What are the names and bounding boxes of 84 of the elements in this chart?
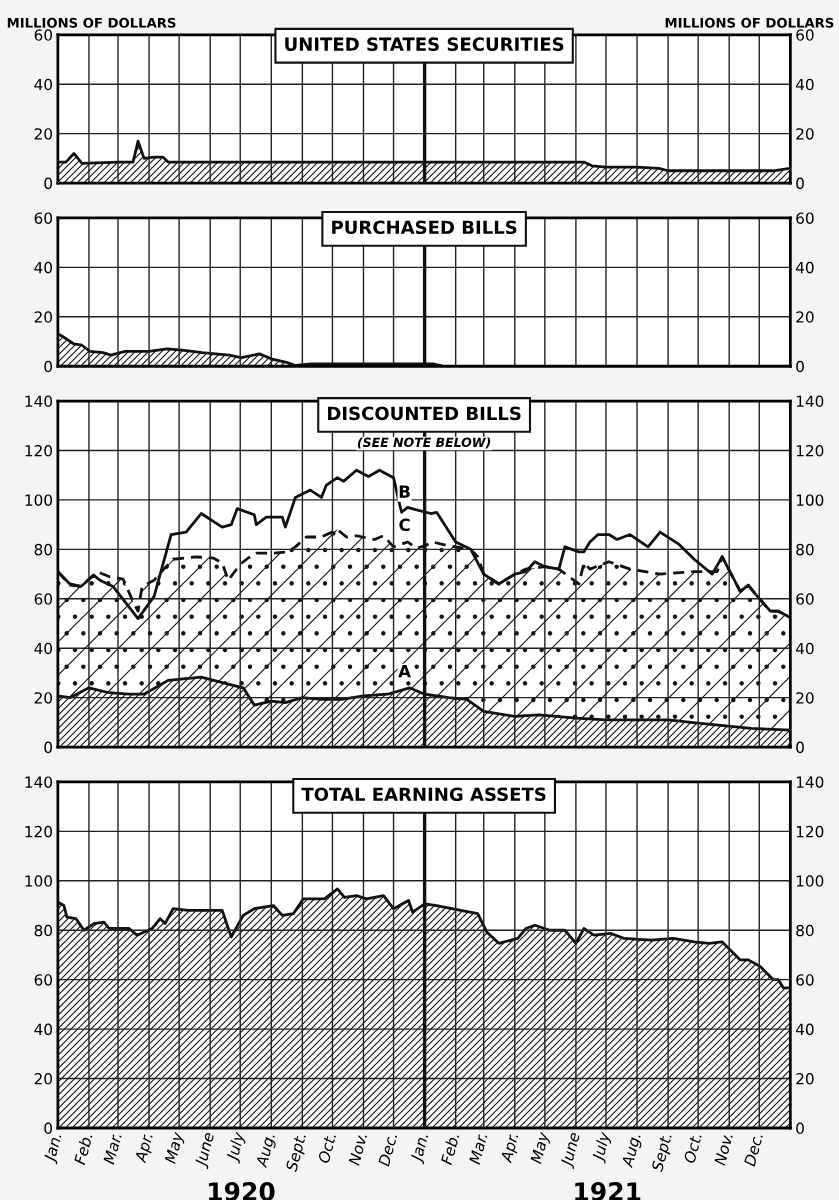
y2-tick-label: 40: [795, 1023, 814, 1036]
y-tick-label: 100: [25, 494, 53, 506]
y-tick-label: 140: [25, 395, 53, 408]
x-tick-label: June: [194, 1131, 218, 1170]
y2-tick-label: 0: [796, 360, 804, 373]
chart-title: TOTAL EARNING ASSETS: [301, 787, 546, 802]
y2-axis-title: MILLIONS OF DOLLARS: [665, 17, 834, 28]
y-tick-label: 0: [44, 360, 53, 373]
y2-tick-label: 0: [796, 1122, 804, 1135]
y2-tick-label: 60: [796, 29, 814, 41]
y2-tick-label: 20: [796, 1073, 814, 1085]
x-tick-label: Nov.: [713, 1133, 733, 1166]
chart-title: UNITED STATES SECURITIES: [285, 37, 564, 51]
x-tick-label: Jan.: [409, 1133, 432, 1165]
y2-tick-label: 20: [796, 692, 814, 704]
x-tick-label: May: [164, 1130, 187, 1165]
y-tick-label: 40: [34, 78, 53, 91]
y-tick-label: 40: [34, 1023, 53, 1036]
y-tick-label: 100: [25, 875, 53, 887]
y2-tick-label: 40: [795, 642, 814, 655]
x-tick-label: Aug.: [255, 1133, 278, 1170]
y2-tick-label: 100: [796, 494, 824, 506]
x-tick-label: Sept.: [285, 1132, 309, 1173]
y2-tick-label: 80: [796, 543, 814, 556]
y-tick-label: 20: [34, 1073, 53, 1085]
y2-tick-label: 140: [796, 395, 824, 408]
x-tick-label: Oct.: [317, 1132, 337, 1164]
x-tick-label: Apr.: [134, 1133, 156, 1165]
x-tick-label: Mar.: [103, 1133, 122, 1165]
y2-tick-label: 20: [796, 128, 814, 140]
y2-tick-label: 140: [796, 776, 824, 788]
text: 1921: [575, 1182, 641, 1200]
y-tick-label: 0: [44, 1122, 53, 1135]
x-tick-label: Sept.: [650, 1132, 675, 1173]
series-label: C: [399, 518, 410, 532]
y-tick-label: 120: [25, 444, 53, 457]
y-tick-label: 120: [25, 825, 53, 838]
x-tick-label: Jan.: [43, 1133, 65, 1165]
y-tick-label: 80: [34, 924, 53, 937]
x-tick-label: Feb.: [73, 1132, 93, 1166]
y2-tick-label: 100: [796, 875, 824, 887]
y2-tick-label: 0: [796, 177, 804, 190]
y2-tick-label: 40: [795, 78, 814, 91]
x-tick-label: Dec.: [378, 1133, 398, 1167]
y-tick-label: 40: [34, 261, 53, 274]
y-axis-title: MILLIONS OF DOLLARS: [7, 17, 176, 28]
y-tick-label: 20: [34, 692, 53, 704]
y-tick-label: 60: [34, 29, 53, 41]
y2-tick-label: 120: [796, 825, 824, 838]
x-tick-label: Mar.: [468, 1133, 488, 1165]
y2-tick-label: 20: [796, 311, 814, 323]
text: 1920: [209, 1182, 275, 1200]
y2-tick-label: 60: [796, 593, 814, 605]
x-tick-label: May: [530, 1130, 553, 1165]
chart-title: PURCHASED BILLS: [332, 220, 517, 235]
x-tick-label: Nov.: [348, 1133, 368, 1166]
y-tick-label: 80: [34, 543, 53, 556]
x-tick-label: July: [591, 1130, 614, 1164]
x-tick-label: Oct.: [683, 1132, 702, 1164]
x-tick-label: Dec.: [743, 1133, 764, 1167]
y-tick-label: 60: [34, 212, 53, 224]
y2-tick-label: 40: [795, 261, 814, 274]
y-tick-label: 0: [44, 741, 53, 754]
series-label: A: [398, 664, 411, 678]
y-tick-label: 60: [34, 593, 53, 605]
y-tick-label: 20: [34, 128, 53, 140]
y-tick-label: 20: [34, 311, 53, 323]
x-tick-label: Aug.: [621, 1133, 644, 1170]
x-tick-label: Apr.: [500, 1133, 522, 1165]
y-tick-label: 0: [44, 177, 53, 190]
y2-tick-label: 80: [796, 924, 814, 937]
y2-tick-label: 60: [796, 974, 814, 986]
y-tick-label: 60: [34, 974, 53, 986]
x-tick-label: June: [559, 1131, 583, 1170]
x-tick-label: July: [225, 1130, 248, 1164]
series-label: B: [399, 485, 410, 498]
x-tick-label: Feb.: [440, 1132, 460, 1166]
y2-tick-label: 120: [796, 444, 824, 457]
y-tick-label: 140: [25, 776, 53, 788]
y2-tick-label: 0: [796, 741, 804, 754]
chart-title: DISCOUNTED BILLS: [328, 406, 521, 421]
y-tick-label: 40: [34, 642, 53, 655]
y2-tick-label: 60: [796, 212, 814, 224]
text: (SEE NOTE BELOW): [357, 437, 491, 449]
